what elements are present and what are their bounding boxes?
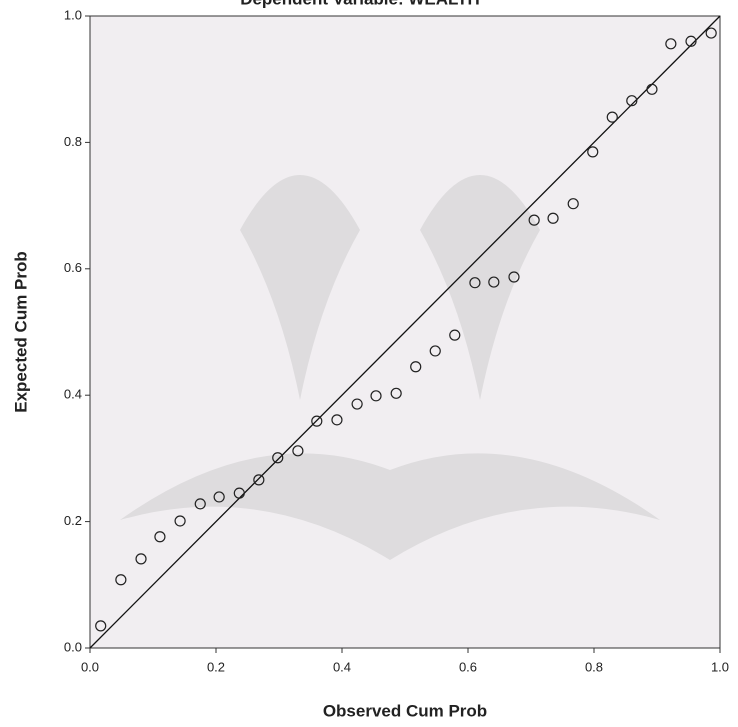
- y-tick-label: 0.8: [64, 134, 82, 149]
- y-axis-label: Expected Cum Prob: [11, 251, 30, 413]
- x-tick-label: 0.4: [333, 659, 351, 674]
- x-tick-label: 1.0: [711, 659, 729, 674]
- x-tick-label: 0.0: [81, 659, 99, 674]
- y-tick-label: 0.2: [64, 513, 82, 528]
- x-tick-label: 0.8: [585, 659, 603, 674]
- y-tick-label: 1.0: [64, 7, 82, 22]
- y-tick-label: 0.0: [64, 639, 82, 654]
- chart: Dependent Variable: WEALTH Observed Cum …: [0, 0, 738, 727]
- x-tick-label: 0.2: [207, 659, 225, 674]
- page: {"chart_data": {"type": "scatter", "titl…: [0, 0, 738, 727]
- chart-title: Dependent Variable: WEALTH: [240, 0, 480, 8]
- y-tick-label: 0.4: [64, 387, 82, 402]
- x-tick-label: 0.6: [459, 659, 477, 674]
- x-axis-label: Observed Cum Prob: [323, 701, 487, 720]
- y-tick-label: 0.6: [64, 260, 82, 275]
